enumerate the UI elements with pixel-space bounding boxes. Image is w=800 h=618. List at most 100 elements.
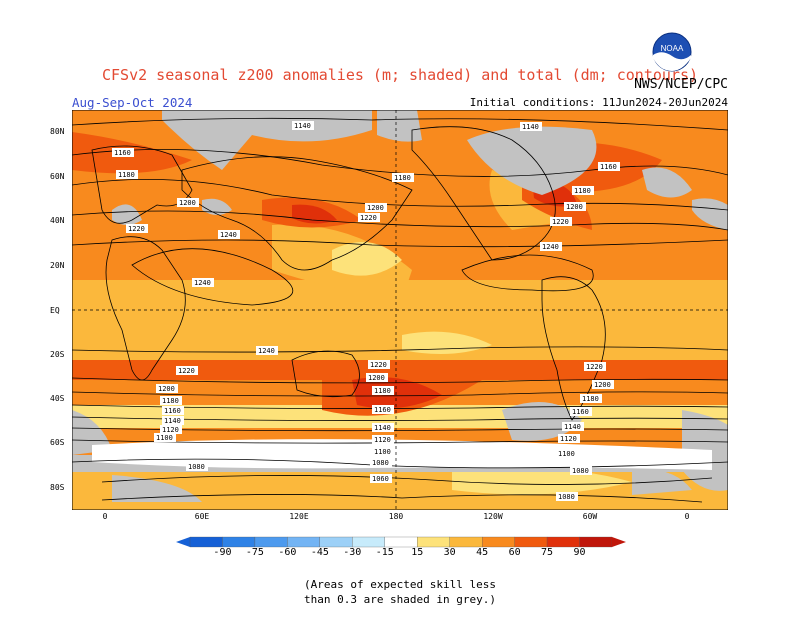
contour-label: 1200 [368, 374, 385, 382]
lon-label: 120W [483, 512, 503, 521]
contour-label: 1240 [258, 347, 275, 355]
contour-label: 1100 [374, 448, 391, 456]
lon-label: 120E [289, 512, 309, 521]
colorbar-label: -15 [375, 547, 394, 558]
lat-label: 60S [50, 438, 65, 447]
contour-label: 1180 [574, 187, 591, 195]
contour-label: 1160 [374, 406, 391, 414]
colorbar [176, 536, 626, 548]
colorbar-left-arrow [176, 537, 190, 547]
colorbar-cell [482, 536, 515, 548]
contour-label: 1140 [164, 417, 181, 425]
contour-label: 1160 [164, 407, 181, 415]
contour-label: 1200 [179, 199, 196, 207]
contour-label: 1240 [194, 279, 211, 287]
colorbar-label: -60 [278, 547, 297, 558]
colorbar-cell [514, 536, 548, 548]
logo-text: NOAA [661, 44, 684, 53]
contour-label: 1080 [372, 459, 389, 467]
contour-label: 1100 [156, 434, 173, 442]
contour-label: 1080 [558, 493, 575, 501]
colorbar-label: -45 [310, 547, 329, 558]
colorbar-label: 30 [443, 547, 456, 558]
contour-label: 1080 [188, 463, 205, 471]
colorbar-cell [287, 536, 320, 548]
contour-label: 1220 [128, 225, 145, 233]
contour-label: 1140 [564, 423, 581, 431]
neutral-white-band [92, 439, 712, 470]
lon-label: 60W [582, 512, 598, 521]
contour-label: 1200 [566, 203, 583, 211]
contour-label: 1200 [158, 385, 175, 393]
contour-label: 1200 [594, 381, 611, 389]
contour-label: 1120 [374, 436, 391, 444]
lon-label: 60E [194, 512, 210, 521]
lat-label: 60N [50, 172, 65, 181]
height-contours [72, 117, 728, 485]
contour-label: 1180 [374, 387, 391, 395]
colorbar-label: 90 [573, 547, 586, 558]
colorbar-label: 15 [411, 547, 424, 558]
contour-label: 1160 [572, 408, 589, 416]
season-label: Aug-Sep-Oct 2024 [72, 95, 193, 110]
initial-conditions-label: Initial conditions: 11Jun2024-20Jun2024 [469, 96, 728, 109]
contour-label: 1060 [372, 475, 389, 483]
anomaly-map: 1140 1140 1160 1160 1180 1180 1180 1200 … [72, 110, 728, 510]
colorbar-cell [254, 536, 288, 548]
noaa-logo: NOAA [652, 32, 692, 76]
colorbar-cell [189, 536, 223, 548]
colorbar-label: 45 [476, 547, 489, 558]
contour-label: 1220 [552, 218, 569, 226]
colorbar-cell [384, 536, 418, 548]
lon-label: 180 [388, 512, 404, 521]
lat-label: 80N [50, 127, 65, 136]
colorbar-cell [417, 536, 450, 548]
contour-label: 1200 [367, 204, 384, 212]
contour-label: 1240 [542, 243, 559, 251]
lon-label: 0 [102, 512, 108, 521]
colorbar-cell [222, 536, 256, 548]
contour-label: 1140 [522, 123, 539, 131]
contour-label: 1140 [374, 424, 391, 432]
contour-label: 1180 [582, 395, 599, 403]
colorbar-cell [546, 536, 580, 548]
lat-label: 40S [50, 394, 65, 403]
colorbar-label: -90 [213, 547, 232, 558]
contour-label: 1220 [178, 367, 195, 375]
contour-label: 1180 [118, 171, 135, 179]
contour-label: 1160 [114, 149, 131, 157]
lon-label: 0 [684, 512, 690, 521]
lat-label: EQ [50, 306, 60, 315]
skill-note-line1: (Areas of expected skill less [303, 578, 497, 591]
contour-label: 1120 [560, 435, 577, 443]
map-title: CFSv2 seasonal z200 anomalies (m; shaded… [101, 66, 699, 84]
skill-note: (Areas of expected skill less than 0.3 a… [0, 577, 800, 607]
agency-label: NWS/NCEP/CPC [634, 77, 728, 92]
colorbar-label: 60 [508, 547, 521, 558]
contour-label: 1180 [394, 174, 411, 182]
contour-label: 1180 [162, 397, 179, 405]
colorbar-cell [579, 536, 613, 548]
contour-label: 1220 [370, 361, 387, 369]
contour-label: 1080 [572, 467, 589, 475]
colorbar-label: -30 [343, 547, 362, 558]
colorbar-cell [352, 536, 385, 548]
contour-label: 1240 [220, 231, 237, 239]
colorbar-label: 75 [541, 547, 554, 558]
contour-label-group: 1140 1140 1160 1160 1180 1180 1180 1200 … [112, 121, 620, 501]
lat-label: 80S [50, 483, 65, 492]
colorbar-cell [319, 536, 353, 548]
contour-label: 1220 [360, 214, 377, 222]
contour-label: 1120 [162, 426, 179, 434]
lat-label: 40N [50, 216, 65, 225]
contour-label: 1140 [294, 122, 311, 130]
colorbar-label: -75 [245, 547, 264, 558]
contour-label: 1100 [558, 450, 575, 458]
lat-label: 20N [50, 261, 65, 270]
contour-label: 1220 [586, 363, 603, 371]
skill-note-line2: than 0.3 are shaded in grey.) [303, 593, 497, 606]
colorbar-right-arrow [612, 537, 626, 547]
lat-label: 20S [50, 350, 65, 359]
colorbar-cell [449, 536, 483, 548]
contour-label: 1160 [600, 163, 617, 171]
